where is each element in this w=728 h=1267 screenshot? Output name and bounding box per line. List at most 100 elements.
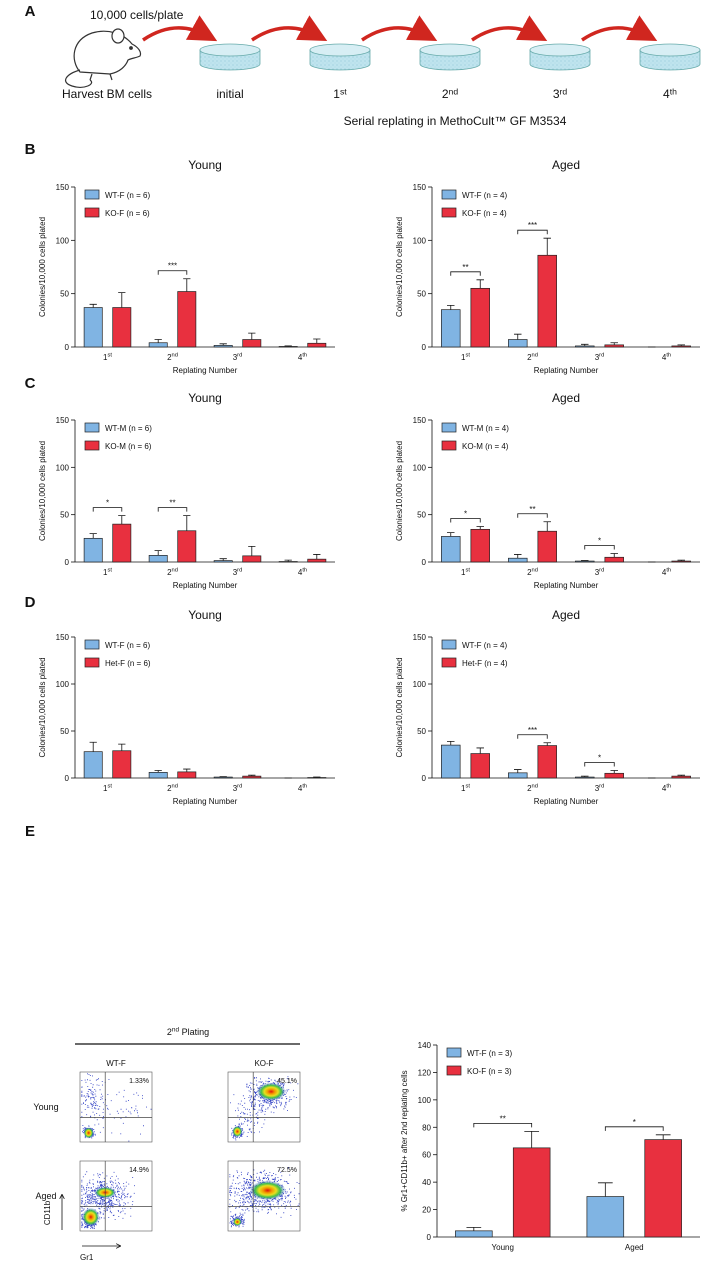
bar <box>671 560 691 563</box>
bar <box>604 772 624 779</box>
significance-bracket <box>584 762 615 767</box>
y-tick-label: 150 <box>56 633 70 642</box>
density-hotspot <box>256 1082 286 1101</box>
significance-bracket <box>450 271 481 276</box>
panel-label: A <box>25 3 36 20</box>
bar <box>177 771 197 779</box>
error-bar <box>543 521 551 532</box>
bar <box>213 345 233 348</box>
bar <box>575 776 595 779</box>
y-tick-label: 100 <box>418 1096 432 1105</box>
legend-swatch <box>441 657 457 668</box>
bar <box>242 339 262 348</box>
legend-swatch <box>446 1047 462 1058</box>
bar <box>604 344 624 348</box>
bar <box>441 744 461 779</box>
error-bar <box>597 1182 613 1197</box>
error-bar <box>610 553 618 558</box>
error-bar <box>476 279 484 289</box>
arrow <box>471 15 548 42</box>
row-label: Aged <box>35 1191 56 1201</box>
y-tick-label: 0 <box>65 774 70 783</box>
error-bar <box>183 278 191 292</box>
culture-dish-rim <box>639 43 701 57</box>
significance-label: * <box>633 1118 636 1127</box>
y-tick-label: 140 <box>418 1041 432 1050</box>
legend-label: Het-F (n = 4) <box>462 659 508 668</box>
bar <box>441 309 461 348</box>
chart-title: Aged <box>552 158 580 172</box>
error-bar <box>476 747 484 754</box>
flow-header: 2nd Plating <box>167 1027 209 1038</box>
x-tick-label: 1st <box>103 353 112 363</box>
error-bar <box>447 740 455 746</box>
x-tick-label: 2nd <box>167 568 178 578</box>
significance-label: ** <box>529 505 535 514</box>
y-tick-label: 100 <box>56 463 70 472</box>
y-tick-label: 0 <box>422 343 427 352</box>
y-tick-label: 50 <box>417 511 426 520</box>
y-tick-label: 0 <box>422 774 427 783</box>
error-bar <box>447 532 455 537</box>
significance-bracket <box>157 270 188 275</box>
x-axis-label: Replating Number <box>534 366 599 375</box>
y-axis-label: Colonies/10,000 cells plated <box>395 217 404 317</box>
x-tick-label: 4th <box>298 568 307 578</box>
significance-bracket <box>517 513 548 518</box>
x-axis-label: Replating Number <box>173 366 238 375</box>
error-bar <box>466 1227 482 1231</box>
mouse-icon <box>64 28 142 88</box>
y-tick-label: 150 <box>413 183 427 192</box>
legend-swatch <box>446 1065 462 1076</box>
flow-y-axis: CD11b <box>43 1200 52 1225</box>
legend-swatch <box>84 189 100 200</box>
significance-label: *** <box>528 726 537 735</box>
y-axis-label: Colonies/10,000 cells plated <box>395 441 404 541</box>
legend-label: WT-F (n = 4) <box>462 641 507 650</box>
chart-title: Young <box>188 608 222 622</box>
bar <box>242 775 262 779</box>
significance-label: *** <box>528 221 537 230</box>
y-tick-label: 40 <box>422 1178 431 1187</box>
y-tick-label: 50 <box>60 511 69 520</box>
error-bar <box>183 515 191 531</box>
bar <box>537 745 557 779</box>
bar <box>177 530 197 563</box>
error-bar <box>118 292 126 308</box>
error-bar <box>183 768 191 772</box>
y-tick-label: 100 <box>413 680 427 689</box>
error-bar <box>524 1131 540 1148</box>
density-hotspot <box>249 1180 286 1201</box>
significance-label: * <box>464 510 467 519</box>
significance-label: *** <box>168 262 177 271</box>
y-tick-label: 60 <box>422 1151 431 1160</box>
legend-swatch <box>441 189 457 200</box>
y-axis-label: % Gr1+CD11b+ after 2nd replating cells <box>400 1070 409 1211</box>
arrow <box>361 15 438 42</box>
bar <box>278 346 298 348</box>
flow-events <box>81 1073 152 1142</box>
significance-bracket <box>517 229 548 235</box>
gate-percentage: 14.9% <box>129 1167 149 1174</box>
y-tick-label: 100 <box>413 236 427 245</box>
error-bar <box>89 303 97 308</box>
significance-label: * <box>106 499 109 508</box>
y-tick-label: 0 <box>65 343 70 352</box>
bar <box>470 528 490 563</box>
x-tick-label: 4th <box>298 784 307 794</box>
y-tick-label: 0 <box>427 1233 432 1242</box>
chart-title: Aged <box>552 391 580 405</box>
legend-label: WT-M (n = 6) <box>105 424 152 433</box>
bar <box>575 345 595 348</box>
bar <box>575 560 595 563</box>
legend-swatch <box>84 657 100 668</box>
bar <box>112 307 132 348</box>
y-tick-label: 120 <box>418 1068 432 1077</box>
y-tick-label: 50 <box>60 727 69 736</box>
y-axis-label: Colonies/10,000 cells plated <box>395 657 404 757</box>
x-tick-label: 4th <box>662 568 671 578</box>
chart-title: Aged <box>552 608 580 622</box>
bar <box>512 1147 551 1238</box>
legend-swatch <box>84 440 100 451</box>
x-tick-label: 3rd <box>233 353 243 363</box>
